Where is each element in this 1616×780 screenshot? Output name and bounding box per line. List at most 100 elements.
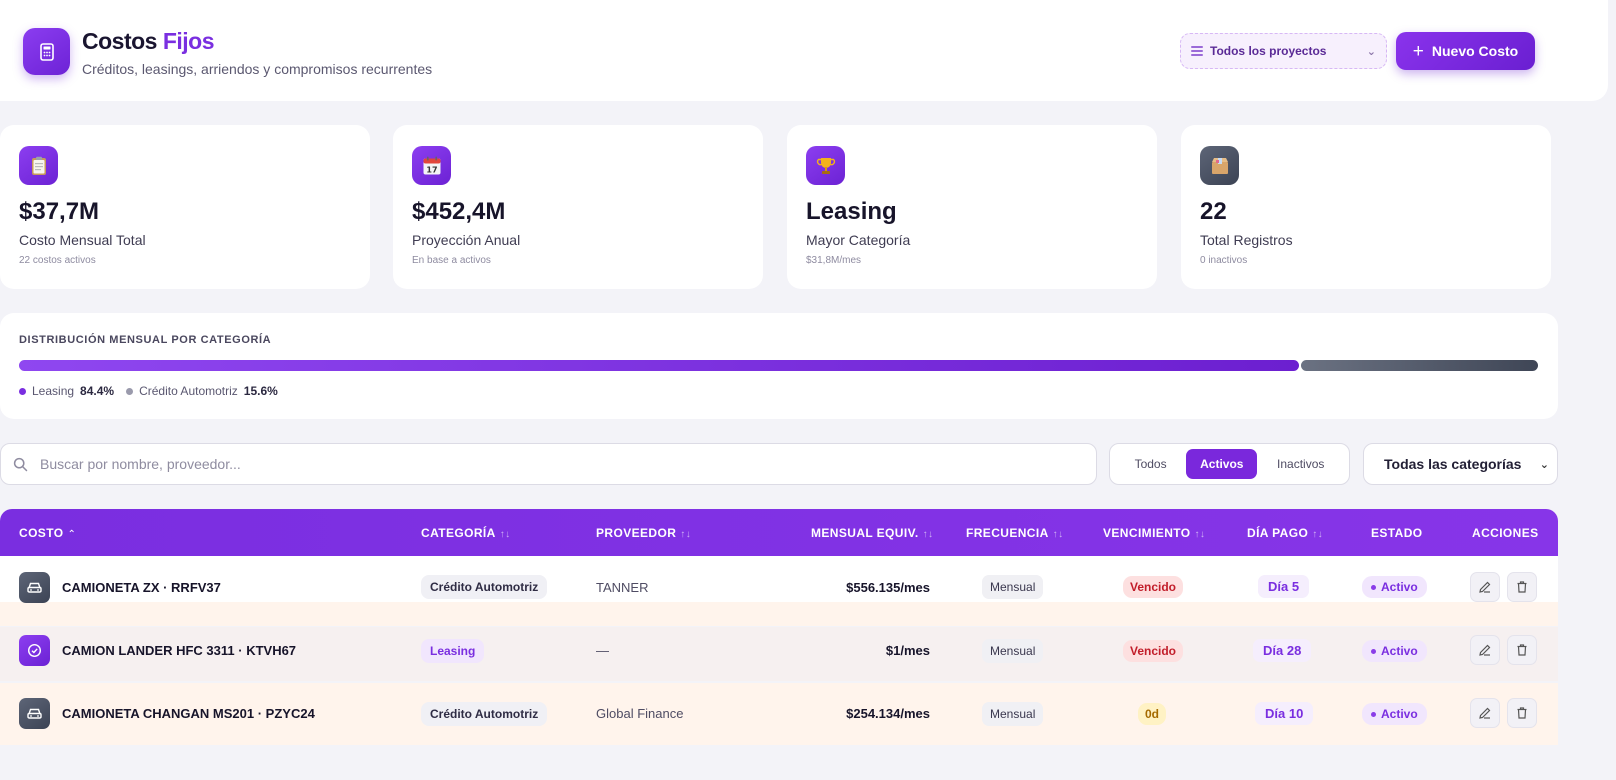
new-cost-button[interactable]: + Nuevo Costo [1396, 32, 1535, 70]
due-badge: Vencido [1123, 640, 1184, 662]
legend-label: Crédito Automotriz [139, 384, 238, 398]
box-icon [1200, 146, 1239, 185]
cost-name: CAMION LANDER HFC 3311 · KTVH67 [62, 643, 297, 658]
status-tab-todos[interactable]: Todos [1134, 457, 1167, 471]
check-circle-icon [19, 635, 50, 666]
search-box[interactable] [0, 443, 1097, 485]
status-tab-activos[interactable]: Activos [1186, 449, 1258, 479]
distribution-panel: DISTRIBUCIÓN MENSUAL POR CATEGORÍA Leasi… [0, 313, 1558, 419]
stat-value: 22 [1200, 198, 1227, 225]
clipboard-icon [19, 146, 58, 185]
stat-card-records: 22 Total Registros 0 inactivos [1181, 125, 1551, 289]
legend-percent: 84.4% [80, 384, 115, 398]
edit-icon [1479, 581, 1491, 593]
category-select[interactable]: Todas las categorías ⌄ [1363, 443, 1558, 485]
monthly-amount: $1/mes [885, 643, 930, 658]
column-header-categoria[interactable]: CATEGORÍA ↑↓ [421, 526, 511, 540]
due-badge: Vencido [1123, 576, 1184, 598]
edit-icon [1479, 707, 1491, 719]
stat-card-annual: 17 $452,4M Proyección Anual En base a ac… [393, 125, 763, 289]
stat-label: Mayor Categoría [806, 232, 911, 248]
trash-icon [1517, 644, 1527, 656]
category-chip: Leasing [421, 639, 485, 663]
trophy-icon [806, 146, 845, 185]
column-header-dia-pago[interactable]: DÍA PAGO ↑↓ [1247, 526, 1324, 540]
sort-icon: ↑↓ [1312, 529, 1324, 540]
provider: Global Finance [596, 706, 684, 721]
column-header-proveedor[interactable]: PROVEEDOR ↑↓ [596, 526, 692, 540]
legend-dot [19, 387, 26, 395]
edit-button[interactable] [1470, 572, 1500, 602]
status-segmented-control: Todos Activos Inactivos [1109, 443, 1350, 485]
sort-asc-icon: ⌃ [67, 529, 77, 540]
legend-dot [126, 387, 134, 395]
sort-icon: ↑↓ [922, 529, 934, 540]
project-select-label: Todos los proyectos [1210, 44, 1327, 58]
table-row[interactable]: CAMIONETA ZX · RRFV37 Crédito Automotriz… [0, 556, 1558, 626]
search-input[interactable] [40, 456, 940, 472]
distribution-bar-leasing [19, 360, 1299, 371]
distribution-legend: Leasing 84.4% Crédito Automotriz 15.6% [19, 384, 290, 398]
page-title: Costos Fijos [82, 28, 215, 54]
status-tab-inactivos[interactable]: Inactivos [1277, 457, 1325, 471]
column-header-frecuencia[interactable]: FRECUENCIA ↑↓ [966, 526, 1064, 540]
payment-day: Día 10 [1255, 702, 1314, 725]
search-icon [13, 457, 28, 471]
monthly-amount: $254.134/mes [846, 706, 930, 721]
stat-label: Costo Mensual Total [19, 232, 146, 248]
status-badge: Activo [1362, 703, 1427, 725]
sort-icon: ↑↓ [1052, 529, 1064, 540]
project-select[interactable]: Todos los proyectos ⌄ [1180, 33, 1387, 69]
delete-button[interactable] [1507, 635, 1537, 665]
category-select-label: Todas las categorías [1384, 456, 1522, 472]
distribution-title: DISTRIBUCIÓN MENSUAL POR CATEGORÍA [19, 334, 272, 346]
column-header-acciones: ACCIONES [1472, 526, 1539, 540]
edit-icon [1479, 644, 1491, 656]
stat-card-category: Leasing Mayor Categoría $31,8M/mes [787, 125, 1157, 289]
calendar-icon: 17 [412, 146, 451, 185]
edit-button[interactable] [1470, 698, 1500, 728]
filter-lines-icon [1191, 46, 1203, 56]
car-icon [19, 572, 50, 603]
column-header-costo[interactable]: COSTO ⌃ [19, 526, 77, 540]
category-chip: Crédito Automotriz [421, 575, 548, 599]
frequency-chip: Mensual [982, 575, 1044, 599]
stat-label: Proyección Anual [412, 232, 521, 248]
car-icon [19, 698, 50, 729]
delete-button[interactable] [1507, 698, 1537, 728]
legend-label: Leasing [32, 384, 75, 398]
sort-icon: ↑↓ [1194, 529, 1206, 540]
status-badge: Activo [1362, 640, 1427, 662]
edit-button[interactable] [1470, 635, 1500, 665]
due-badge: 0d [1138, 703, 1167, 725]
monthly-amount: $556.135/mes [846, 580, 930, 595]
stat-value: $452,4M [412, 198, 506, 225]
chevron-down-icon: ⌄ [1539, 458, 1549, 471]
trash-icon [1517, 581, 1527, 593]
payment-day: Día 28 [1253, 639, 1312, 662]
table-header: COSTO ⌃ CATEGORÍA ↑↓ PROVEEDOR ↑↓ MENSUAL E… [0, 509, 1558, 556]
column-header-estado: ESTADO [1371, 526, 1423, 540]
trash-icon [1517, 707, 1527, 719]
sort-icon: ↑↓ [499, 529, 511, 540]
page-header: Costos Fijos Créditos, leasings, arriend… [0, 0, 1608, 101]
table-row[interactable]: CAMIONETA CHANGAN MS201 · PZYC24 Crédito… [0, 683, 1558, 745]
stat-card-monthly: $37,7M Costo Mensual Total 22 costos act… [0, 125, 370, 289]
provider: — [596, 643, 609, 658]
plus-icon: + [1412, 40, 1424, 62]
payment-day: Día 5 [1258, 575, 1310, 598]
stat-sub: $31,8M/mes [806, 255, 862, 266]
table-row[interactable]: CAMION LANDER HFC 3311 · KTVH67 Leasing … [0, 627, 1558, 681]
provider: TANNER [596, 580, 649, 595]
stat-sub: 0 inactivos [1200, 255, 1248, 266]
stat-value: $37,7M [19, 198, 100, 225]
status-badge: Activo [1362, 576, 1427, 598]
column-header-vencimiento[interactable]: VENCIMIENTO ↑↓ [1103, 526, 1206, 540]
legend-percent: 15.6% [243, 384, 278, 398]
delete-button[interactable] [1507, 572, 1537, 602]
column-header-mensual[interactable]: MENSUAL EQUIV. ↑↓ [811, 526, 934, 540]
stat-sub: 22 costos activos [19, 255, 96, 266]
sort-icon: ↑↓ [680, 529, 692, 540]
distribution-bar-credito [1301, 360, 1538, 371]
frequency-chip: Mensual [982, 702, 1044, 726]
